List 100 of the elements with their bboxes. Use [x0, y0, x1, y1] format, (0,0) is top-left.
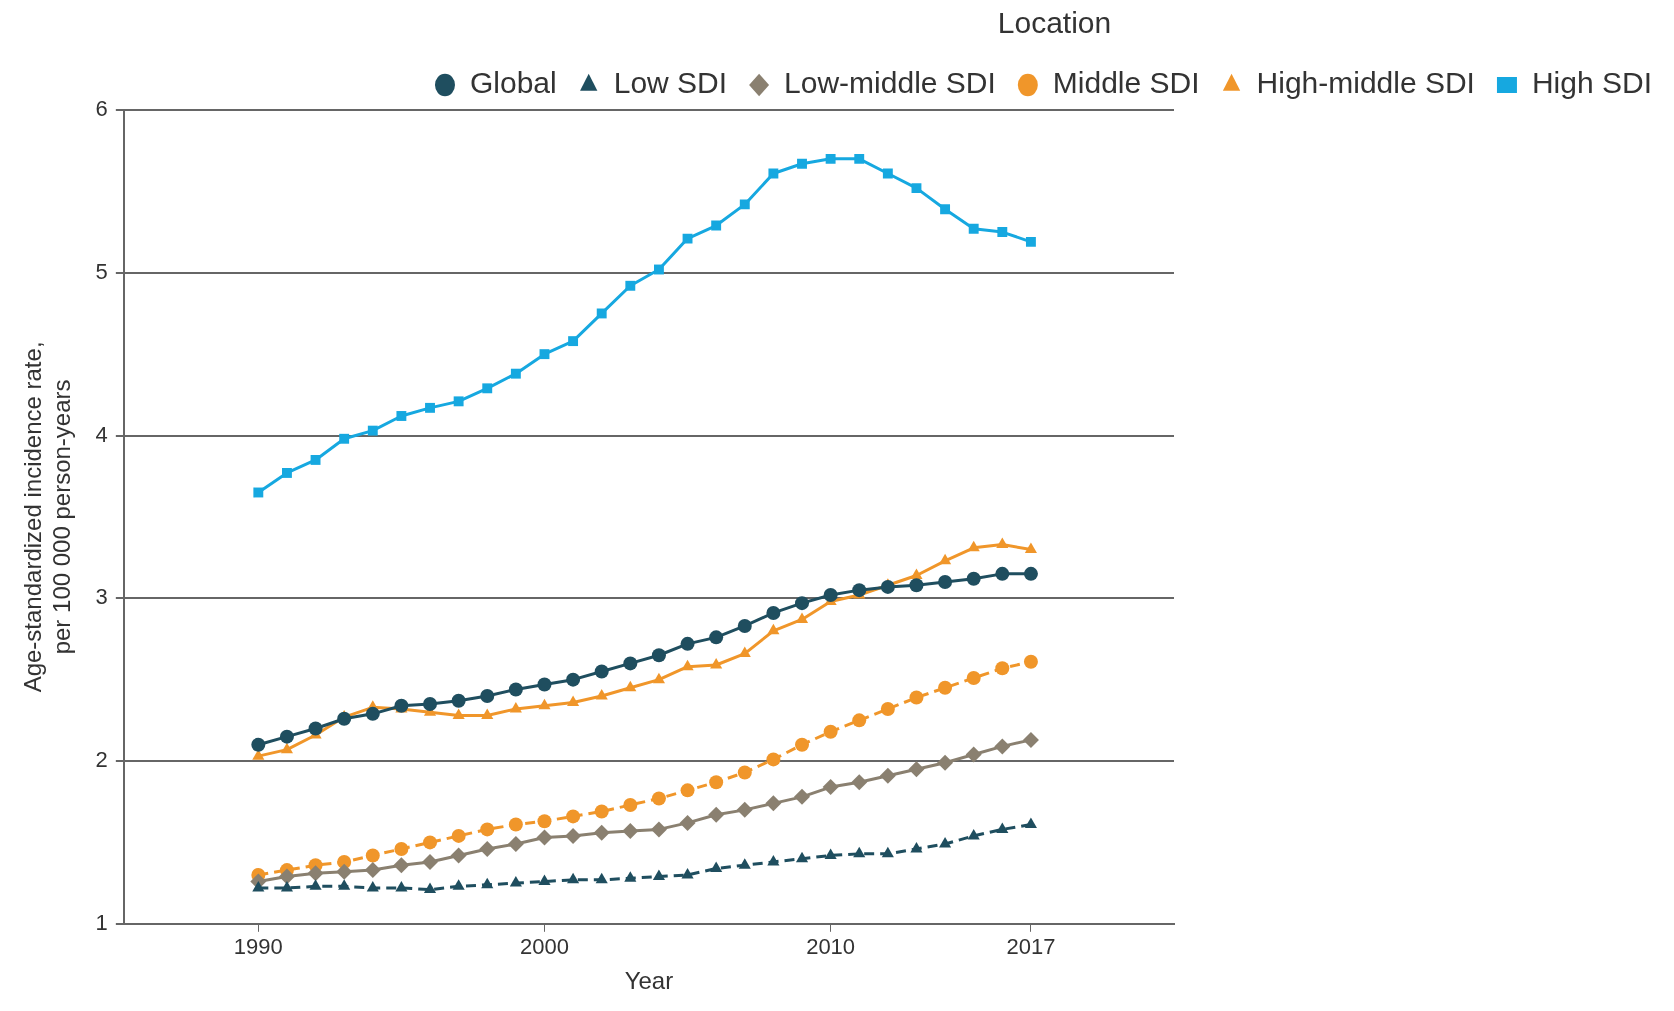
- point: [365, 848, 380, 863]
- point: [452, 708, 465, 719]
- point: [451, 828, 466, 843]
- point: [366, 880, 379, 892]
- point: [938, 575, 953, 589]
- point: [911, 183, 922, 194]
- y-tick-label: 1: [95, 909, 108, 935]
- point: [908, 761, 925, 778]
- point: [709, 630, 724, 645]
- point: [824, 848, 837, 859]
- point: [650, 821, 667, 838]
- point: [251, 737, 266, 752]
- point: [310, 454, 321, 465]
- point: [365, 706, 380, 721]
- point: [768, 168, 779, 179]
- point: [881, 846, 894, 858]
- point: [309, 879, 322, 890]
- point: [308, 721, 323, 736]
- point: [453, 396, 464, 407]
- point: [479, 840, 496, 857]
- point: [451, 693, 466, 708]
- y-axis-title: Age-standardized incidence rate, per 100 000 person-years: [19, 341, 75, 693]
- y-tick-label: 4: [95, 421, 108, 447]
- point: [338, 879, 351, 890]
- point: [480, 822, 495, 837]
- legend-title: Location: [997, 6, 1112, 40]
- point: [625, 280, 636, 291]
- point: [795, 596, 810, 611]
- y-tick-label: 6: [95, 96, 108, 122]
- point: [909, 578, 924, 593]
- point: [710, 861, 723, 872]
- point: [1024, 542, 1037, 553]
- y-tick-label: 2: [95, 747, 108, 773]
- point: [736, 801, 753, 818]
- point: [879, 767, 896, 784]
- point: [653, 264, 664, 275]
- point: [880, 701, 895, 716]
- point: [710, 658, 723, 669]
- point: [339, 433, 350, 444]
- point: [423, 882, 437, 894]
- point: [940, 204, 951, 215]
- point: [794, 788, 811, 805]
- point: [252, 880, 265, 892]
- point: [680, 636, 695, 651]
- point: [1023, 566, 1038, 581]
- point: [509, 876, 522, 887]
- point: [652, 672, 665, 684]
- point: [536, 829, 553, 846]
- point: [853, 846, 866, 858]
- point: [937, 754, 954, 771]
- point: [995, 566, 1010, 581]
- x-tick-label: 2017: [1006, 934, 1056, 960]
- point: [538, 698, 551, 710]
- point: [452, 879, 465, 890]
- point: [797, 158, 807, 169]
- point: [623, 656, 638, 671]
- point: [624, 680, 637, 692]
- point: [851, 774, 868, 791]
- point: [708, 806, 725, 823]
- point: [652, 869, 665, 881]
- point: [823, 588, 838, 603]
- point: [939, 553, 952, 565]
- point: [596, 308, 607, 319]
- point: [278, 868, 295, 885]
- point: [395, 880, 408, 892]
- point: [967, 540, 980, 552]
- point: [566, 809, 581, 824]
- point: [539, 349, 550, 360]
- point: [767, 854, 780, 866]
- point: [593, 824, 610, 841]
- point: [967, 828, 980, 840]
- point: [737, 618, 752, 633]
- point: [823, 724, 838, 739]
- point: [423, 835, 438, 850]
- point: [595, 688, 608, 700]
- point: [364, 862, 381, 879]
- point: [767, 623, 780, 635]
- point: [253, 487, 264, 498]
- legend-label: High SDI: [1531, 66, 1652, 100]
- y-tick-label: 5: [95, 258, 108, 284]
- point: [507, 836, 524, 853]
- point: [965, 746, 982, 763]
- point: [565, 827, 582, 844]
- point: [567, 872, 580, 884]
- point: [622, 823, 639, 840]
- point: [852, 583, 867, 598]
- point: [538, 874, 551, 885]
- point: [508, 817, 523, 832]
- point: [509, 701, 522, 713]
- x-tick-label: 1990: [233, 934, 283, 960]
- point: [623, 797, 638, 812]
- point: [482, 383, 493, 394]
- legend-label: Global: [469, 66, 557, 100]
- point: [680, 783, 695, 798]
- point: [822, 779, 839, 796]
- point: [567, 695, 580, 706]
- point: [394, 841, 409, 856]
- point: [738, 858, 751, 869]
- point: [337, 711, 352, 726]
- point: [681, 659, 694, 671]
